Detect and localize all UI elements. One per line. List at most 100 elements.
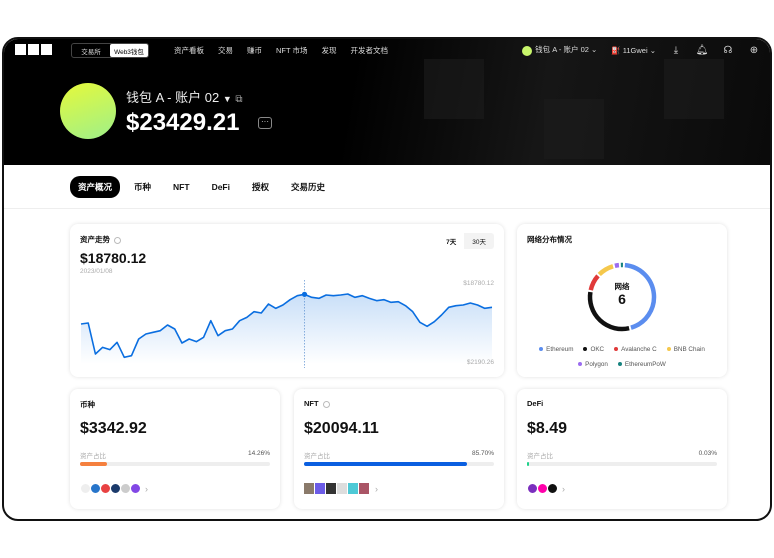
headset-icon[interactable]: ☊ bbox=[723, 44, 733, 56]
header: 交易所 Web3钱包 资产看板 交易 赚币 NFT 市场 发现 开发者文档 钱包… bbox=[4, 39, 770, 165]
max-label: $18780.12 bbox=[463, 280, 494, 287]
asset-trend-card: 资产走势 7天 30天 $18780.12 2023/01/08 $18780.… bbox=[70, 224, 504, 377]
legend-item: Avalanche C bbox=[614, 346, 657, 353]
tab-bar: 资产概况 币种 NFT DeFi 授权 交易历史 bbox=[4, 165, 770, 209]
donut-segment[interactable] bbox=[624, 262, 657, 330]
donut-segment[interactable] bbox=[597, 264, 614, 277]
card-title: DeFi bbox=[527, 399, 544, 408]
share-percent: 0.03% bbox=[698, 450, 717, 457]
summary-card[interactable]: 币种 $3342.92 资产占比 14.26% › bbox=[70, 389, 280, 509]
chevron-right-icon[interactable]: › bbox=[562, 483, 565, 494]
tab-defi[interactable]: DeFi bbox=[211, 181, 230, 192]
download-icon[interactable]: ⤓ bbox=[673, 44, 679, 56]
share-label: 资产占比 bbox=[527, 453, 553, 460]
card-title: 币种 bbox=[80, 400, 95, 409]
nav-trade[interactable]: 交易 bbox=[218, 46, 233, 55]
donut-segment[interactable] bbox=[587, 291, 630, 332]
range-selector: 7天 30天 bbox=[438, 233, 494, 249]
decor bbox=[544, 99, 604, 159]
legend-item: EthereumPoW bbox=[617, 361, 666, 368]
web3-wallet-toggle[interactable]: Web3钱包 bbox=[110, 44, 148, 57]
range-30d[interactable]: 30天 bbox=[472, 239, 486, 246]
token-icon bbox=[547, 483, 558, 494]
nav-nft-market[interactable]: NFT 市场 bbox=[276, 46, 308, 55]
chart-line bbox=[80, 293, 493, 359]
trend-chart[interactable] bbox=[70, 224, 504, 377]
share-bar bbox=[527, 462, 717, 466]
chevron-right-icon[interactable]: › bbox=[145, 483, 148, 494]
nav-dashboard[interactable]: 资产看板 bbox=[174, 46, 204, 55]
nft-thumbnail bbox=[304, 483, 314, 494]
legend-item: Polygon bbox=[578, 361, 608, 368]
app-window: 交易所 Web3钱包 资产看板 交易 赚币 NFT 市场 发现 开发者文档 钱包… bbox=[2, 37, 772, 521]
okx-logo[interactable] bbox=[15, 44, 52, 55]
legend-label: OKC bbox=[590, 346, 605, 353]
legend-dot bbox=[614, 347, 619, 352]
top-nav: 交易所 Web3钱包 资产看板 交易 赚币 NFT 市场 发现 开发者文档 钱包… bbox=[4, 39, 770, 63]
chevron-right-icon[interactable]: › bbox=[375, 483, 378, 494]
nav-discover[interactable]: 发现 bbox=[321, 46, 337, 55]
nft-thumbnail bbox=[337, 483, 347, 494]
share-percent: 14.26% bbox=[247, 450, 270, 457]
globe-icon[interactable]: ⊕ bbox=[749, 44, 759, 56]
card-value: $8.49 bbox=[527, 420, 568, 437]
summary-card[interactable]: NFT $20094.11 资产占比 85.70% › bbox=[294, 389, 504, 509]
tab-nft[interactable]: NFT bbox=[173, 181, 190, 192]
summary-card[interactable]: DeFi $8.49 资产占比 0.03% › bbox=[517, 389, 727, 509]
nft-thumbnail bbox=[359, 483, 369, 494]
account-selector[interactable]: 钱包 A - 账户 02 ⌄ bbox=[522, 44, 597, 56]
legend-label: Ethereum bbox=[546, 346, 574, 353]
info-icon[interactable] bbox=[114, 236, 121, 244]
network-legend: Ethereum OKC Avalanche C BNB Chain Polygon Et… bbox=[517, 346, 727, 368]
bell-icon[interactable]: 🔔︎ bbox=[695, 44, 709, 56]
share-bar bbox=[304, 462, 494, 466]
network-title: 网络分布情况 bbox=[527, 235, 572, 244]
nav-dev-docs[interactable]: 开发者文档 bbox=[350, 46, 389, 55]
card-value: $3342.92 bbox=[80, 420, 147, 437]
chart-area bbox=[81, 294, 492, 364]
token-icon bbox=[130, 483, 141, 494]
tab-approvals[interactable]: 授权 bbox=[251, 181, 269, 192]
share-bar bbox=[80, 462, 270, 466]
wallet-name: 钱包 A - 账户 02 bbox=[126, 90, 220, 105]
range-7d[interactable]: 7天 bbox=[438, 233, 465, 249]
account-avatar bbox=[522, 45, 533, 56]
share-percent: 85.70% bbox=[471, 450, 494, 457]
donut-label: 网络 bbox=[614, 282, 630, 291]
legend-dot bbox=[666, 347, 671, 352]
share-bar-fill bbox=[304, 462, 467, 466]
mode-toggle: 交易所 Web3钱包 bbox=[71, 43, 149, 58]
legend-item: BNB Chain bbox=[666, 346, 705, 353]
legend-label: BNB Chain bbox=[673, 346, 705, 353]
info-icon[interactable] bbox=[322, 400, 330, 408]
nav-earn[interactable]: 赚币 bbox=[247, 46, 262, 55]
wallet-avatar bbox=[60, 83, 116, 139]
card-title: NFT bbox=[304, 399, 330, 408]
gas-selector[interactable]: ⛽ 11Gwei ⌄ bbox=[611, 45, 656, 55]
legend-item: Ethereum bbox=[539, 346, 573, 353]
nft-thumbnail bbox=[326, 483, 336, 494]
decor bbox=[424, 59, 484, 119]
copy-icon[interactable]: ⧉ bbox=[235, 94, 243, 105]
exchange-toggle[interactable]: 交易所 bbox=[81, 48, 101, 56]
legend-label: Polygon bbox=[585, 361, 608, 368]
trend-title: 资产走势 bbox=[80, 235, 110, 244]
more-button[interactable]: ··· bbox=[258, 117, 272, 129]
gas-value: 11Gwei bbox=[622, 45, 648, 55]
donut-segment[interactable] bbox=[614, 262, 620, 269]
nft-thumbnail bbox=[315, 483, 325, 494]
wallet-selector[interactable]: 钱包 A - 账户 02 ▼ ⧉ bbox=[126, 87, 243, 106]
tab-history[interactable]: 交易历史 bbox=[291, 181, 326, 192]
legend-dot bbox=[583, 347, 588, 352]
highlight-point bbox=[301, 291, 308, 297]
account-name: 钱包 A - 账户 02 bbox=[535, 45, 589, 55]
legend-dot bbox=[539, 347, 544, 352]
card-value: $20094.11 bbox=[304, 420, 379, 437]
donut-segment[interactable] bbox=[588, 274, 600, 291]
donut-count: 6 bbox=[618, 291, 626, 307]
legend-dot bbox=[578, 362, 583, 367]
tab-tokens[interactable]: 币种 bbox=[134, 181, 152, 192]
trend-date: 2023/01/08 bbox=[80, 268, 113, 275]
nft-thumbnail bbox=[348, 483, 358, 494]
tab-overview[interactable]: 资产概况 bbox=[70, 175, 121, 198]
